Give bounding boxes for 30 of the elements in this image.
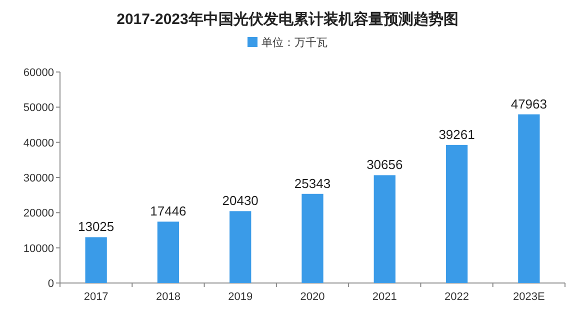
x-tick-label: 2019 xyxy=(228,291,253,303)
bar xyxy=(85,237,107,283)
x-tick-label: 2021 xyxy=(372,291,397,303)
bar xyxy=(157,222,180,283)
y-tick-label: 60000 xyxy=(23,67,54,79)
y-tick-label: 30000 xyxy=(23,172,54,184)
x-tick-label: 2020 xyxy=(300,291,325,303)
x-tick-label: 2022 xyxy=(444,291,470,303)
data-label: 39261 xyxy=(438,126,475,142)
data-label: 13025 xyxy=(78,219,114,234)
bar xyxy=(446,144,468,283)
x-tick-label: 2017 xyxy=(84,291,108,303)
data-label: 47963 xyxy=(510,96,548,112)
y-tick-label: 10000 xyxy=(23,242,54,255)
y-tick-label: 50000 xyxy=(23,102,54,114)
bar xyxy=(374,175,396,283)
legend-label: 单位：万千瓦 xyxy=(262,36,328,49)
x-tick-label: 2023E xyxy=(513,291,545,303)
data-label: 20430 xyxy=(222,193,258,208)
data-label: 25343 xyxy=(294,176,331,191)
bar xyxy=(302,194,324,283)
x-tick-label: 2018 xyxy=(156,291,180,303)
data-label: 17446 xyxy=(150,204,186,219)
bar xyxy=(518,114,540,283)
y-tick-label: 40000 xyxy=(23,137,54,150)
y-tick-label: 20000 xyxy=(23,208,54,220)
data-label: 30656 xyxy=(366,157,403,172)
y-tick-label: 0 xyxy=(48,278,54,290)
chart-title: 2017-2023年中国光伏发电累计装机容量预测趋势图 xyxy=(116,10,458,28)
bar xyxy=(230,211,252,283)
